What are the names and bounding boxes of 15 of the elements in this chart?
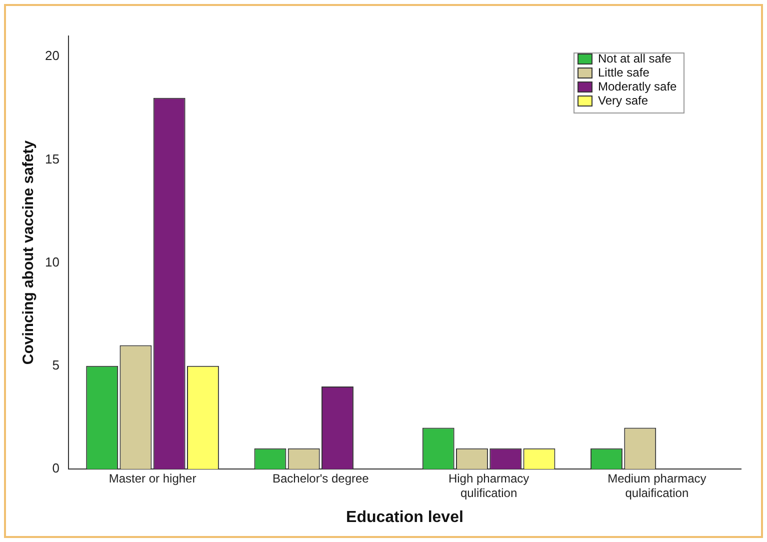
y-tick-label: 0 [52,460,60,476]
y-tick-label: 5 [52,357,60,372]
x-tick-label: Medium pharmacy qulaification [608,472,706,500]
x-axis-title: Education level [346,508,464,526]
y-tick-label: 10 [44,254,60,270]
x-tick-label: High pharmacy qulification [448,472,530,500]
x-tick-label: Bachelor's degree [272,472,370,486]
legend-label: Moderatly safe [598,79,678,94]
y-tick-label: 20 [44,48,60,64]
x-tick-label: Master or higher [108,472,196,486]
y-tick-label: 15 [44,151,60,166]
legend-label: Little safe [598,65,650,80]
legend-label: Not at all safe [598,51,672,66]
legend-label: Very safe [598,93,648,108]
y-axis-title: Covincing about vaccine safety [20,140,38,365]
